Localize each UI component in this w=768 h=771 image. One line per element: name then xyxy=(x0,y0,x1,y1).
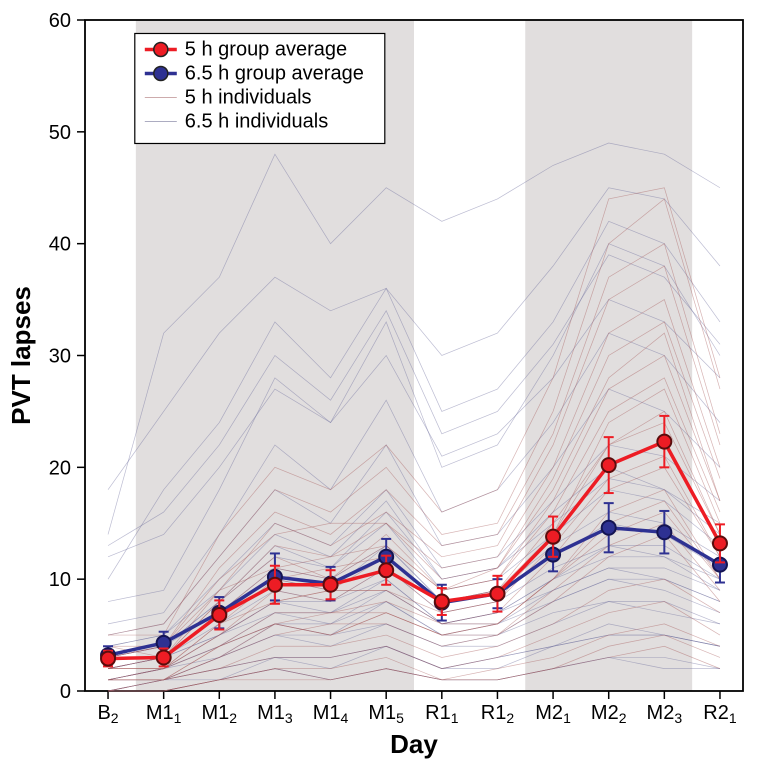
legend-swatch-marker xyxy=(154,66,168,80)
legend-label: 6.5 h individuals xyxy=(185,110,328,132)
avg-marker-5h-average xyxy=(379,563,393,577)
x-tick-label: M21 xyxy=(535,702,571,726)
y-tick-label: 0 xyxy=(60,681,71,703)
y-tick-label: 10 xyxy=(49,569,71,591)
avg-marker-5h-average xyxy=(490,587,504,601)
legend-label: 6.5 h group average xyxy=(185,62,364,84)
avg-marker-5h-average xyxy=(324,578,338,592)
avg-marker-6.5h-average xyxy=(602,521,616,535)
y-tick-label: 30 xyxy=(49,346,71,368)
y-axis-title: PVT lapses xyxy=(6,286,36,425)
avg-marker-5h-average xyxy=(157,650,171,664)
y-tick-label: 20 xyxy=(49,457,71,479)
x-tick-label: M15 xyxy=(368,702,404,726)
x-tick-label: R21 xyxy=(703,702,737,726)
legend-label: 5 h individuals xyxy=(185,86,312,108)
x-tick-label: B2 xyxy=(97,702,118,726)
avg-marker-6.5h-average xyxy=(657,525,671,539)
avg-marker-5h-average xyxy=(546,530,560,544)
x-tick-label: M11 xyxy=(146,702,182,726)
y-tick-label: 40 xyxy=(49,234,71,256)
y-tick-label: 50 xyxy=(49,122,71,144)
avg-marker-5h-average xyxy=(713,536,727,550)
legend-swatch-marker xyxy=(154,42,168,56)
y-tick-label: 60 xyxy=(49,10,71,32)
avg-marker-5h-average xyxy=(101,652,115,666)
avg-marker-5h-average xyxy=(602,458,616,472)
legend-label: 5 h group average xyxy=(185,38,347,60)
x-tick-label: M14 xyxy=(313,702,349,726)
pvt-lapses-chart: 0 10 20 30 40 50 60 PVT lapses B2 M11 M12 M13 M14 M15… xyxy=(0,0,768,771)
x-tick-label: M13 xyxy=(257,702,293,726)
avg-marker-5h-average xyxy=(657,435,671,449)
avg-marker-5h-average xyxy=(268,578,282,592)
avg-marker-5h-average xyxy=(212,608,226,622)
x-tick-label: R11 xyxy=(425,702,459,726)
x-tick-label: M23 xyxy=(647,702,683,726)
x-axis-title: Day xyxy=(390,729,438,759)
x-tick-label: M22 xyxy=(591,702,627,726)
x-tick-label: M12 xyxy=(201,702,237,726)
avg-marker-5h-average xyxy=(435,595,449,609)
x-tick-label: R12 xyxy=(481,702,515,726)
